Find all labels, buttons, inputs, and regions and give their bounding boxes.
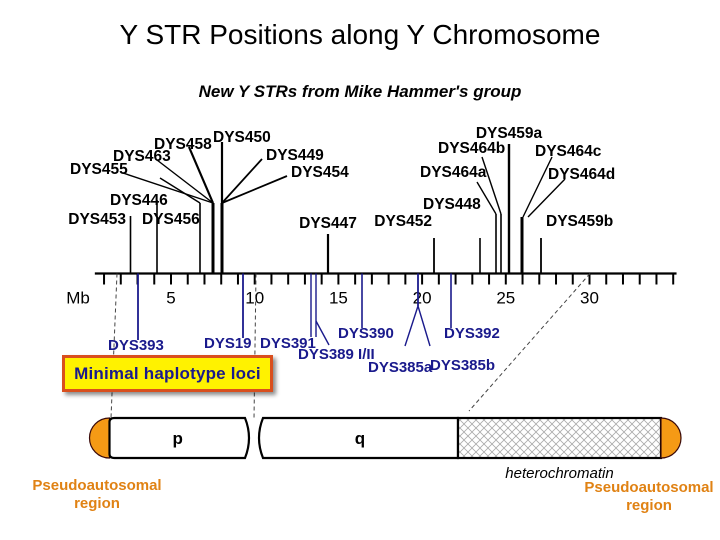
svg-text:Pseudoautosomal: Pseudoautosomal	[32, 477, 161, 494]
svg-text:Pseudoautosomal: Pseudoautosomal	[584, 479, 713, 496]
svg-text:region: region	[626, 497, 672, 514]
svg-text:q: q	[355, 429, 365, 448]
svg-text:region: region	[74, 495, 120, 512]
svg-text:p: p	[173, 429, 183, 448]
